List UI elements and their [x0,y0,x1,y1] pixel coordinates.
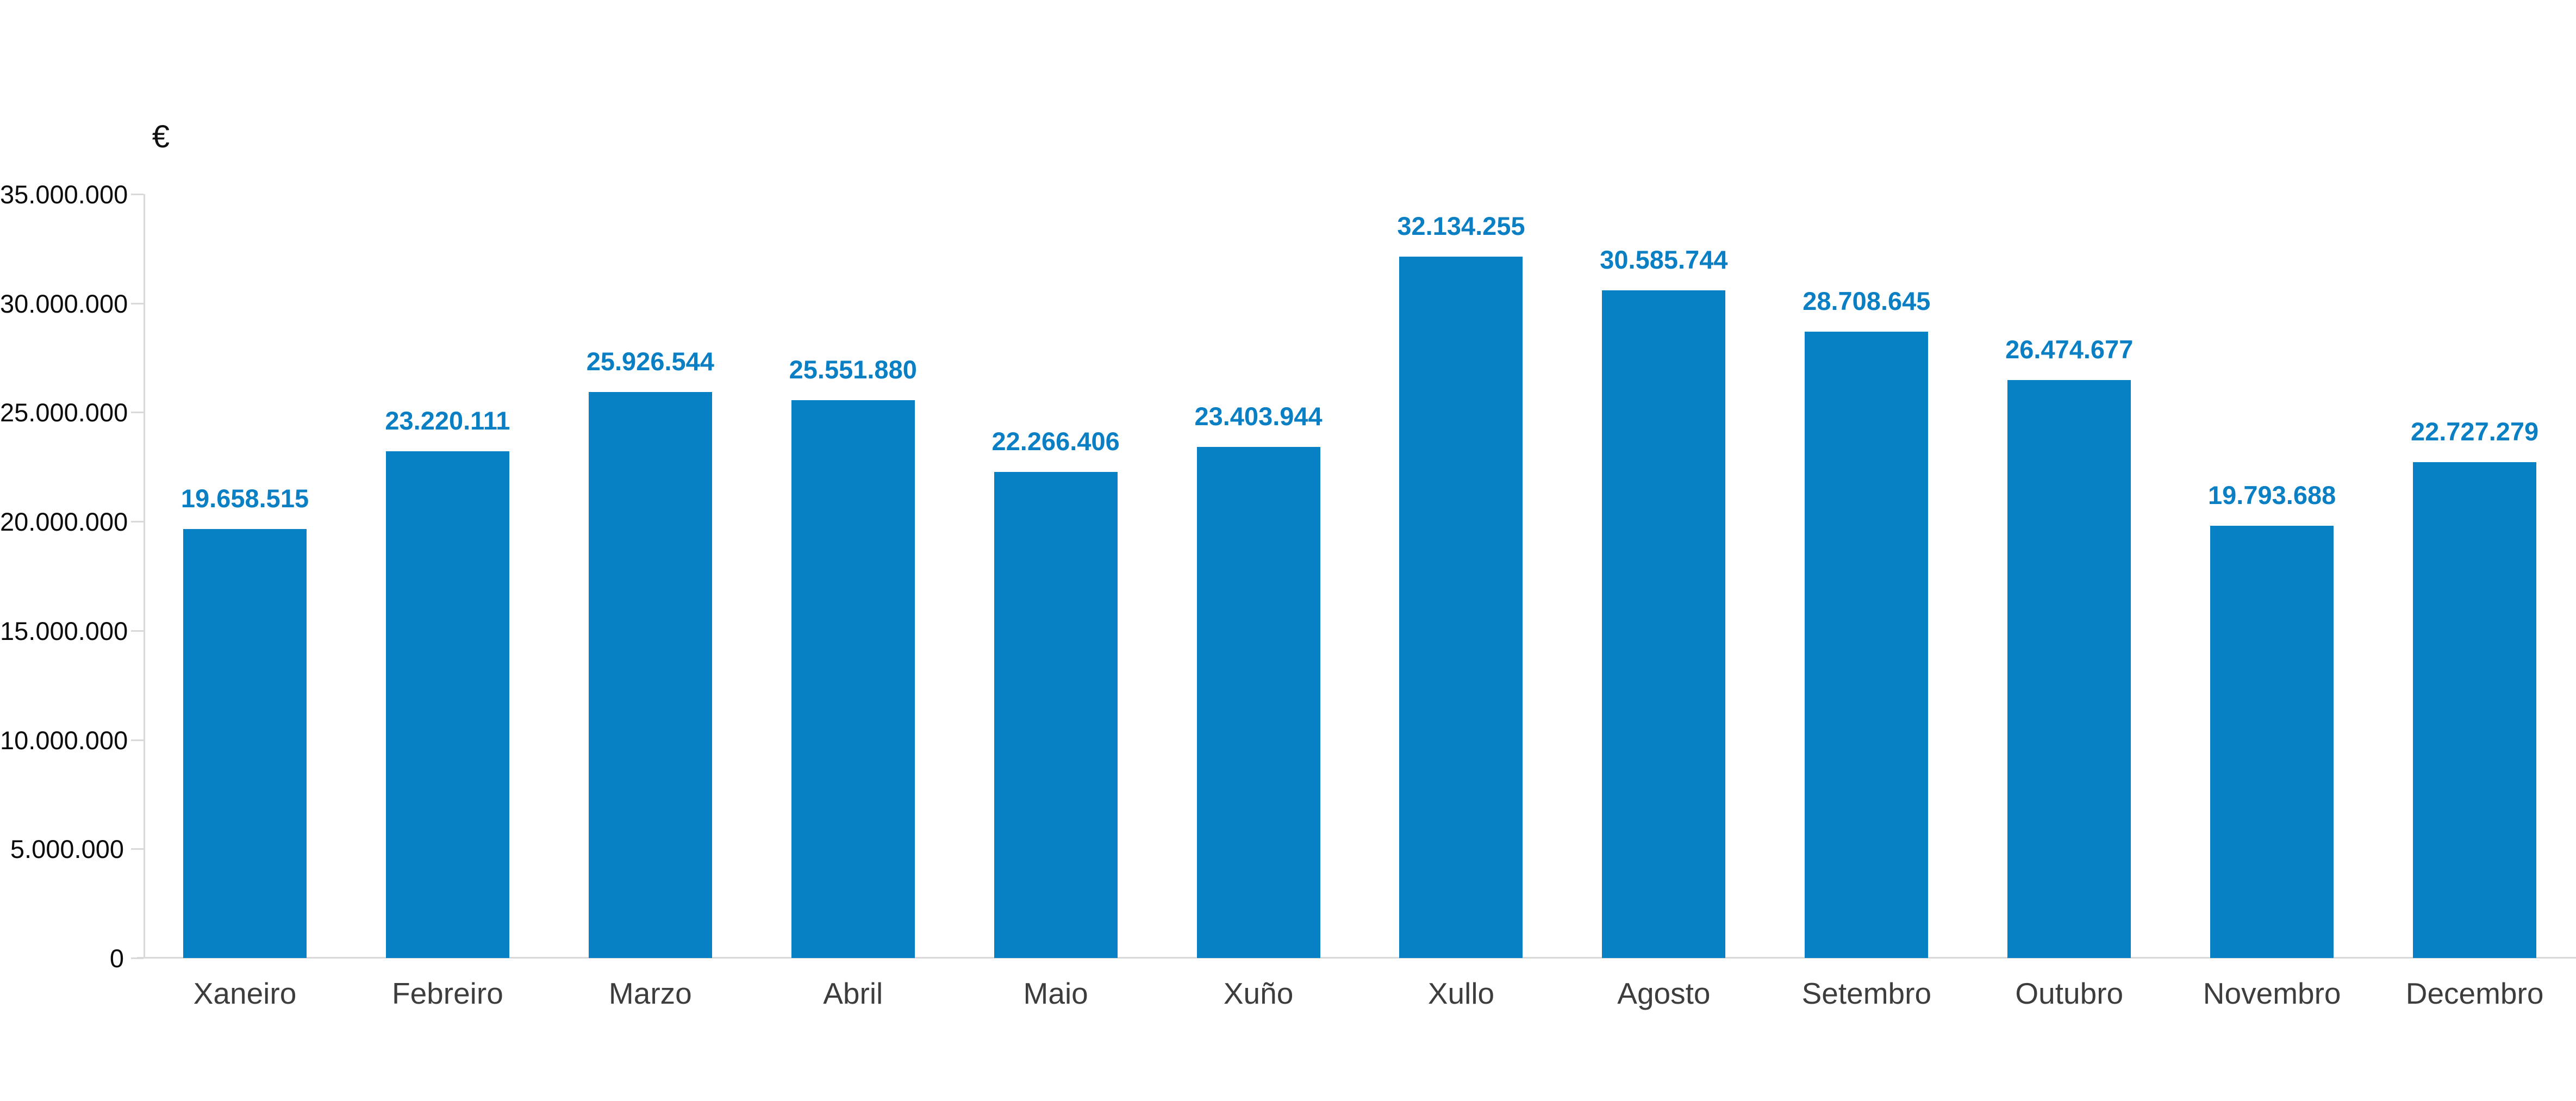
y-axis-tick-label: 30.000.000 [0,289,128,318]
bar-value-label: 23.220.111 [385,406,510,435]
bar-value-label: 19.658.515 [180,483,309,513]
x-axis-label: Agosto [1617,976,1711,1010]
bar-novembro [2210,526,2334,958]
y-axis-tick-mark [131,630,144,632]
y-axis-tick-label: 0 [109,944,124,973]
y-axis-tick-label: 25.000.000 [0,398,128,427]
x-axis-baseline [137,957,2576,959]
x-axis-label: Xuño [1223,976,1294,1010]
y-axis-tick-mark [131,957,144,959]
y-axis-tick-mark [131,739,144,741]
x-axis-label: Novembro [2203,976,2341,1010]
bar-febreiro [385,451,509,958]
y-axis-tick-mark [131,412,144,414]
bar-setembro [1805,331,1929,958]
bar-xuño [1196,447,1320,958]
bar-abril [791,400,915,958]
bar-value-label: 22.266.406 [991,427,1120,456]
bar-outubro [2007,380,2131,958]
y-axis-tick-label: 10.000.000 [0,725,128,755]
bar-decembro [2413,462,2537,958]
x-axis-label: Decembro [2405,976,2544,1010]
x-axis-label: Xullo [1427,976,1495,1010]
bar-value-label: 25.551.880 [789,355,917,384]
bar-value-label: 26.474.677 [2005,335,2134,364]
bar-value-label: 32.134.255 [1397,212,1525,241]
y-axis-line [144,194,145,958]
bar-marzo [588,392,712,958]
x-axis-label: Febreiro [392,976,503,1010]
y-axis-tick-label: 15.000.000 [0,616,128,645]
bar-value-label: 28.708.645 [1802,286,1931,315]
y-axis-tick-label: 35.000.000 [0,180,128,209]
bar-xullo [1399,257,1523,958]
bar-maio [994,472,1118,958]
x-axis-label: Outubro [2015,976,2124,1010]
x-axis-label: Xaneiro [193,976,297,1010]
y-axis-tick-mark [131,302,144,304]
y-axis-unit-label: € [152,119,170,154]
x-axis-label: Maio [1023,976,1088,1010]
bar-value-label: 19.793.688 [2208,481,2336,510]
x-axis-label: Abril [823,976,883,1010]
y-axis-tick-mark [131,194,144,195]
y-axis-tick-mark [131,848,144,850]
bar-value-label: 23.403.944 [1194,402,1323,431]
bar-value-label: 30.585.744 [1600,245,1728,275]
y-axis-tick-mark [131,521,144,523]
x-axis-label: Setembro [1801,976,1932,1010]
y-axis-tick-label: 20.000.000 [0,507,128,537]
x-axis-label: Marzo [608,976,692,1010]
bar-xaneiro [183,528,307,958]
bar-agosto [1602,290,1726,958]
bar-value-label: 25.926.544 [586,347,714,376]
y-axis-tick-label: 5.000.000 [10,835,124,864]
bar-value-label: 22.727.279 [2410,416,2539,446]
